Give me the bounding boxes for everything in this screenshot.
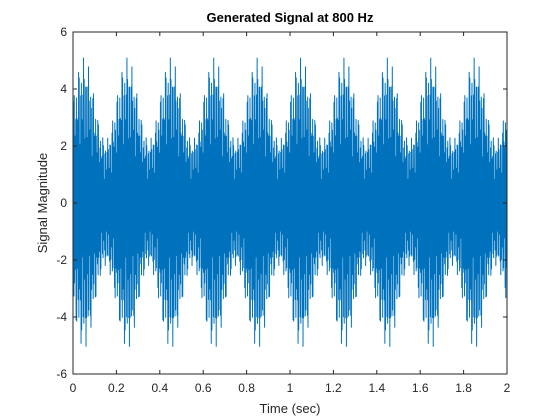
y-axis-label: Signal Magnitude bbox=[35, 153, 50, 253]
y-tick-label: -6 bbox=[56, 367, 67, 381]
x-axis-label: Time (sec) bbox=[260, 401, 321, 416]
signal-series-line bbox=[72, 57, 508, 347]
x-tick-label: 0 bbox=[70, 381, 77, 395]
y-tick-label: -4 bbox=[56, 310, 67, 324]
x-tick-label: 0.2 bbox=[108, 381, 125, 395]
x-tick-label: 1.4 bbox=[368, 381, 385, 395]
y-tick-label: 6 bbox=[60, 25, 67, 39]
y-tick-label: 0 bbox=[60, 196, 67, 210]
y-tick-label: -2 bbox=[56, 253, 67, 267]
x-tick-label: 0.4 bbox=[151, 381, 168, 395]
chart-title: Generated Signal at 800 Hz bbox=[207, 10, 374, 25]
x-tick-label: 1.6 bbox=[412, 381, 429, 395]
x-tick-label: 1.8 bbox=[455, 381, 472, 395]
x-axis: 0 0.2 0.4 0.6 0.8 1 1.2 1.4 1.6 1.8 2 bbox=[70, 32, 511, 395]
series-layer bbox=[72, 57, 508, 347]
x-tick-label: 0.6 bbox=[195, 381, 212, 395]
y-tick-label: 4 bbox=[60, 82, 67, 96]
x-tick-label: 0.8 bbox=[238, 381, 255, 395]
y-tick-label: 2 bbox=[60, 139, 67, 153]
x-tick-label: 1.2 bbox=[325, 381, 342, 395]
x-tick-label: 2 bbox=[504, 381, 511, 395]
y-axis: -6 -4 -2 0 2 4 6 bbox=[56, 25, 507, 381]
x-tick-label: 1 bbox=[287, 381, 294, 395]
